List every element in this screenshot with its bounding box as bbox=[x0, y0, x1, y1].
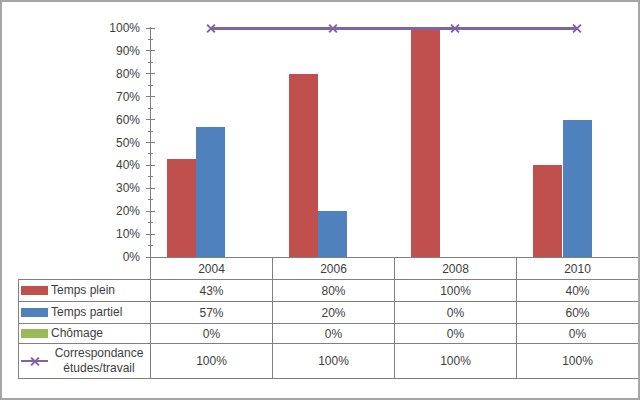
legend-cell-temps-partiel: Temps partiel bbox=[19, 302, 151, 324]
value-cell: 80% bbox=[273, 280, 395, 302]
value-cell: 0% bbox=[273, 324, 395, 344]
category-label-2008: 2008 bbox=[395, 258, 517, 280]
line-marker-2010-icon bbox=[572, 23, 583, 34]
category-label-2010: 2010 bbox=[517, 258, 639, 280]
line-marker-2004-icon bbox=[206, 23, 217, 34]
value-cell: 0% bbox=[395, 302, 517, 324]
line-marker-2008-icon bbox=[450, 23, 461, 34]
table-corner-cell bbox=[19, 258, 151, 280]
series-label-chomage: Chômage bbox=[51, 326, 103, 341]
value-cell: 100% bbox=[395, 280, 517, 302]
series-label-temps-partiel: Temps partiel bbox=[51, 305, 122, 320]
value-cell: 57% bbox=[151, 302, 273, 324]
value-cell: 0% bbox=[517, 324, 639, 344]
value-cell: 40% bbox=[517, 280, 639, 302]
table-row-correspondance: Correspondance études/travail 100% 100% … bbox=[19, 344, 639, 379]
value-cell: 100% bbox=[151, 344, 273, 379]
table-row-temps-partiel: Temps partiel 57% 20% 0% 60% bbox=[19, 302, 639, 324]
x-marker-icon bbox=[29, 356, 40, 367]
value-cell: 100% bbox=[273, 344, 395, 379]
category-label-2006: 2006 bbox=[273, 258, 395, 280]
legend-key-temps-plein-icon bbox=[21, 286, 48, 295]
legend-cell-correspondance: Correspondance études/travail bbox=[19, 344, 151, 379]
value-cell: 60% bbox=[517, 302, 639, 324]
series-label-temps-plein: Temps plein bbox=[51, 283, 115, 298]
value-cell: 20% bbox=[273, 302, 395, 324]
table-row-categories: 2004 2006 2008 2010 bbox=[19, 258, 639, 280]
category-label-2004: 2004 bbox=[151, 258, 273, 280]
legend-key-correspondance-line-x-icon bbox=[21, 356, 48, 367]
legend-key-chomage-icon bbox=[21, 329, 48, 338]
series-label-correspondance: Correspondance études/travail bbox=[51, 346, 147, 376]
data-table: 2004 2006 2008 2010 Temps plein 43% 80% … bbox=[18, 257, 639, 379]
value-cell: 43% bbox=[151, 280, 273, 302]
table-row-chomage: Chômage 0% 0% 0% 0% bbox=[19, 324, 639, 344]
value-cell: 100% bbox=[395, 344, 517, 379]
line-series-correspondance-etudes-travail bbox=[211, 27, 577, 30]
value-cell: 100% bbox=[517, 344, 639, 379]
value-cell: 0% bbox=[151, 324, 273, 344]
legend-key-temps-partiel-icon bbox=[21, 308, 48, 317]
line-marker-2006-icon bbox=[328, 23, 339, 34]
value-cell: 0% bbox=[395, 324, 517, 344]
chart-frame: 0%10%20%30%40%50%60%70%80%90%100% 2004 2… bbox=[0, 0, 640, 400]
table-row-temps-plein: Temps plein 43% 80% 100% 40% bbox=[19, 280, 639, 302]
legend-cell-chomage: Chômage bbox=[19, 324, 151, 344]
legend-cell-temps-plein: Temps plein bbox=[19, 280, 151, 302]
